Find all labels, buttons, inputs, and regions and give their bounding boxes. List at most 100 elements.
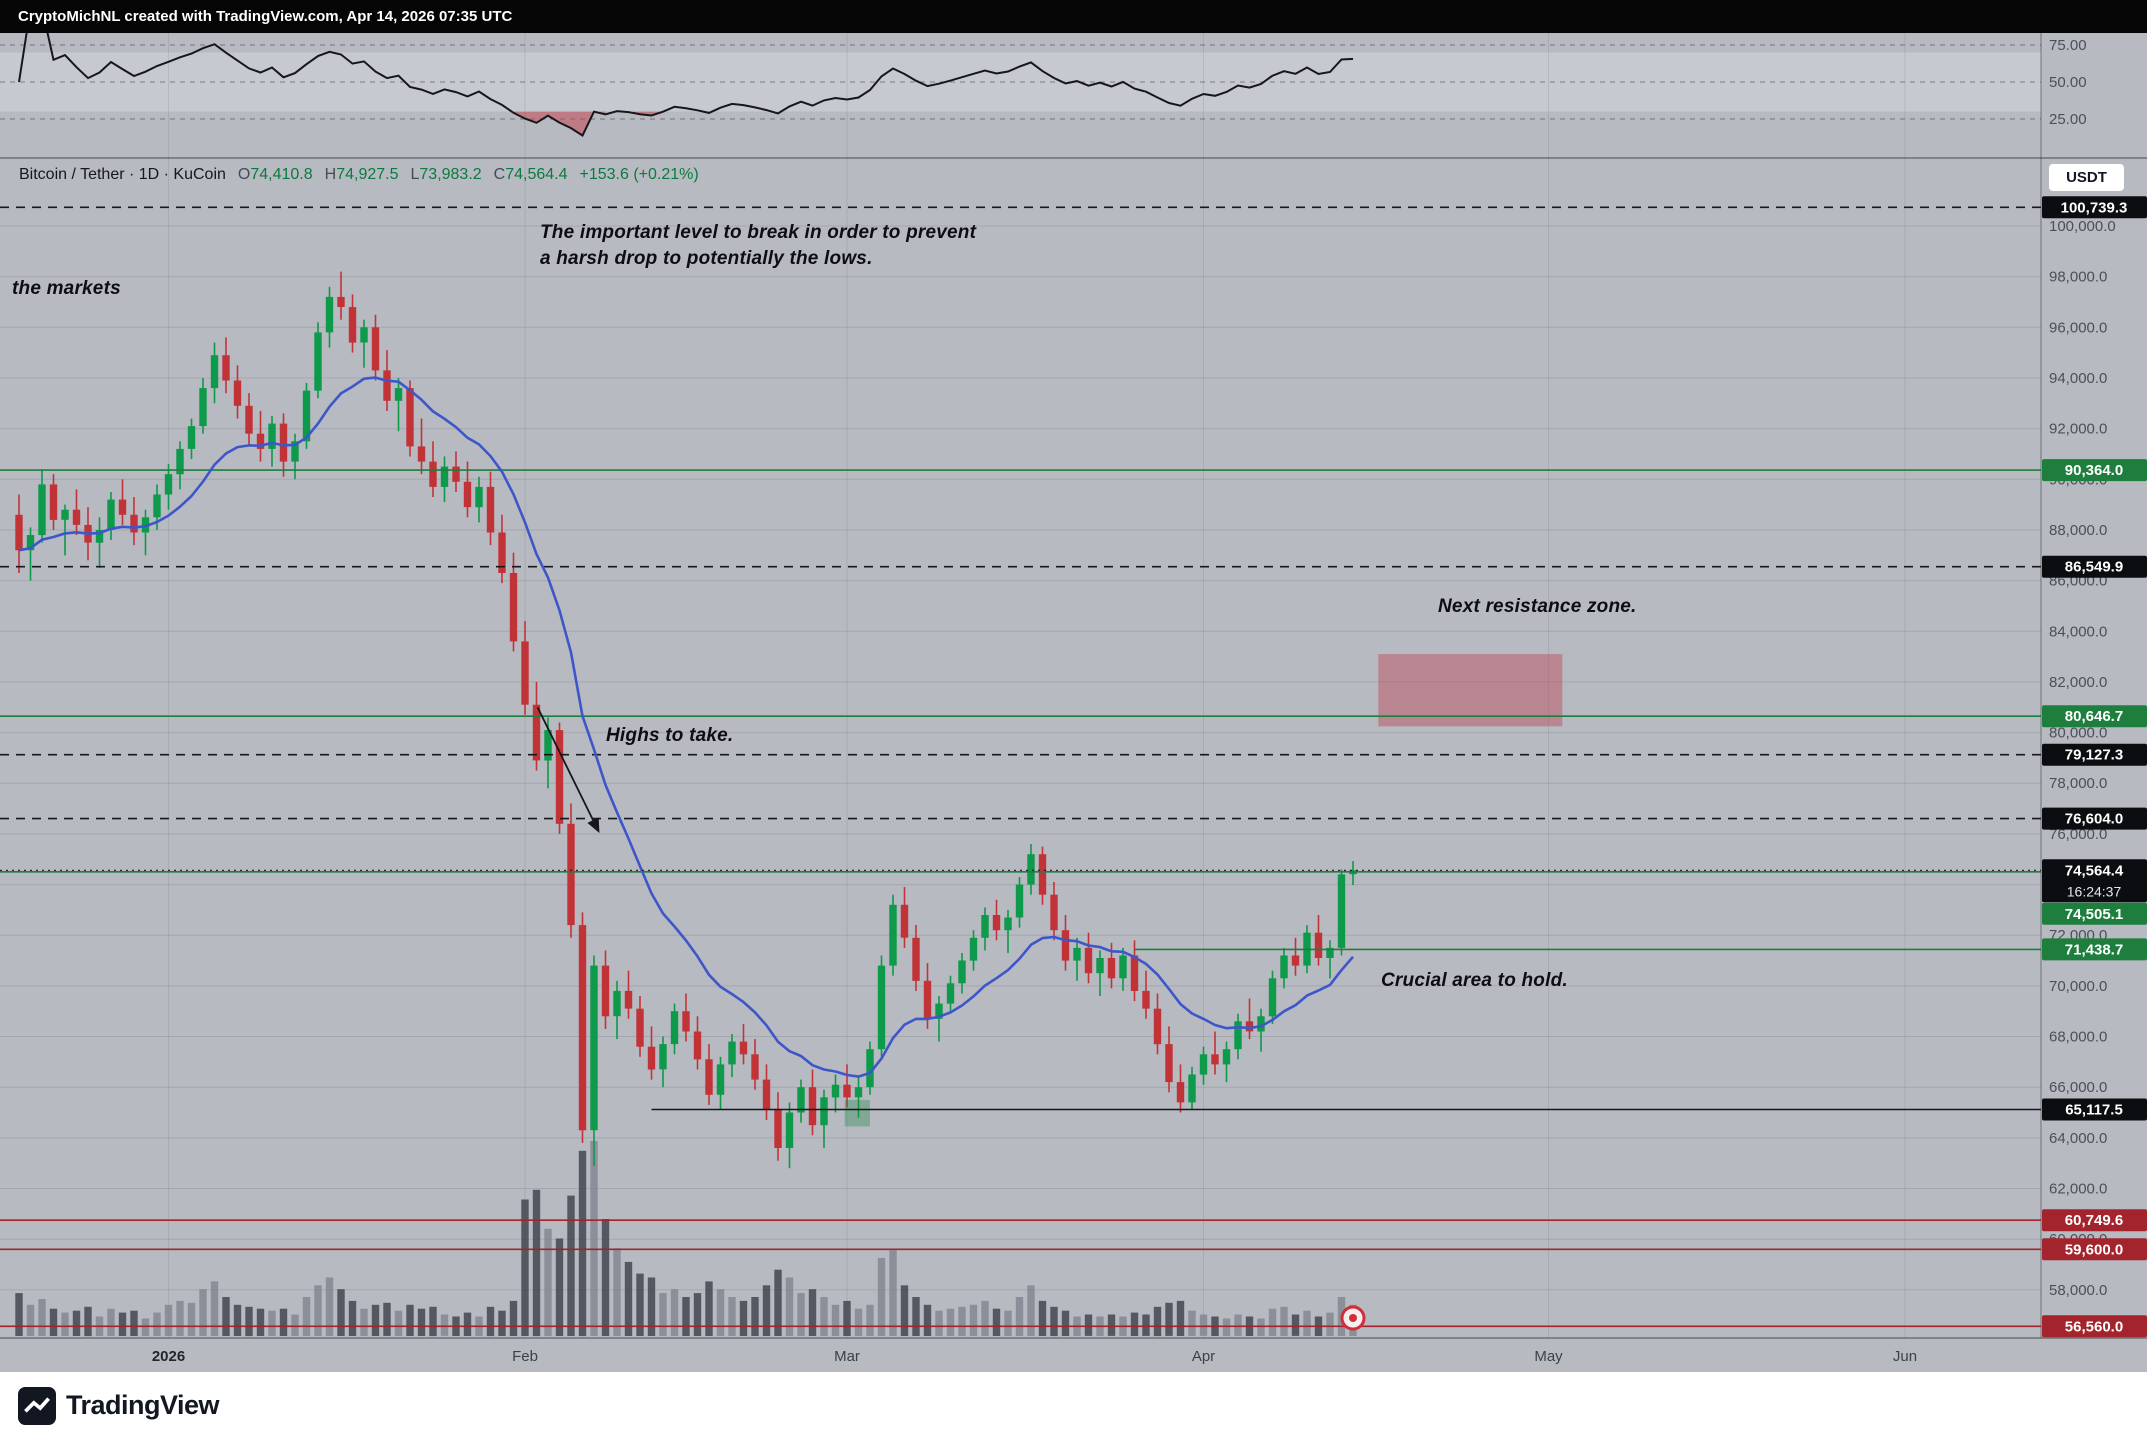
volume-bar bbox=[1038, 1300, 1047, 1336]
target-marker-dot bbox=[1349, 1314, 1357, 1322]
price-tick-label: 68,000.0 bbox=[2049, 1029, 2107, 1046]
volume-bar bbox=[670, 1289, 679, 1336]
tradingview-logo[interactable]: TradingView bbox=[18, 1386, 220, 1425]
candle-body bbox=[1188, 1074, 1196, 1103]
volume-bar bbox=[739, 1300, 748, 1336]
volume-bar bbox=[1130, 1312, 1139, 1336]
symbol-legend[interactable]: Bitcoin / Tether · 1D · KuCoin O74,410.8… bbox=[19, 166, 699, 184]
volume-bar bbox=[417, 1308, 426, 1336]
candle-body bbox=[233, 380, 242, 406]
candle-body bbox=[452, 466, 460, 482]
volume-bar bbox=[233, 1304, 242, 1336]
volume-bar bbox=[222, 1297, 230, 1336]
candle-body bbox=[1199, 1054, 1208, 1075]
price-level-label bbox=[2042, 807, 2147, 830]
annotation-highs-to-take[interactable]: Highs to take. bbox=[606, 725, 734, 746]
annotation-crucial-area[interactable]: Crucial area to hold. bbox=[1381, 970, 1568, 991]
next-resistance-zone[interactable] bbox=[1378, 654, 1563, 727]
rsi-band bbox=[0, 52, 2041, 112]
price-level-label bbox=[2042, 743, 2147, 766]
volume-bar bbox=[107, 1308, 115, 1336]
svg-text:74,505.1: 74,505.1 bbox=[2065, 906, 2123, 923]
annotation-important-level[interactable]: The important level to break in order to… bbox=[540, 222, 977, 269]
ohlc-close: C74,564.4 bbox=[493, 166, 568, 183]
candle-body bbox=[877, 965, 886, 1050]
volume-bar bbox=[268, 1310, 276, 1336]
candle-body bbox=[521, 641, 529, 705]
time-axis-label: Jun bbox=[1893, 1348, 1917, 1365]
volume-bar bbox=[1326, 1312, 1334, 1336]
volume-bar bbox=[26, 1304, 35, 1336]
candle-body bbox=[187, 426, 196, 449]
candle-body bbox=[1268, 978, 1277, 1017]
volume-bar bbox=[15, 1293, 23, 1336]
volume-bar bbox=[394, 1310, 403, 1336]
volume-bar bbox=[785, 1277, 794, 1336]
currency-toggle-button[interactable]: USDT bbox=[2049, 164, 2124, 191]
candle-body bbox=[659, 1044, 667, 1070]
annotation-next-resistance[interactable]: Next resistance zone. bbox=[1438, 596, 1637, 617]
volume-bar bbox=[1222, 1318, 1231, 1337]
volume-bar bbox=[992, 1308, 1001, 1336]
ma-line bbox=[18, 376, 1354, 1078]
volume-bar bbox=[1176, 1300, 1185, 1336]
volume-bar bbox=[210, 1281, 219, 1336]
candle-body bbox=[15, 514, 23, 551]
price-tick-label: 96,000.0 bbox=[2049, 319, 2107, 336]
volume-bar bbox=[797, 1293, 805, 1336]
rsi-tick-label: 75.00 bbox=[2049, 37, 2087, 54]
volume-bar bbox=[1303, 1310, 1311, 1336]
candle-body bbox=[1165, 1044, 1173, 1083]
time-axis[interactable] bbox=[0, 1338, 2041, 1372]
price-tick-label: 84,000.0 bbox=[2049, 623, 2107, 640]
candle-body bbox=[486, 486, 495, 533]
candle-body bbox=[256, 433, 265, 449]
candle-body bbox=[843, 1084, 851, 1098]
support-box[interactable] bbox=[844, 1099, 870, 1127]
volume-bar bbox=[1257, 1318, 1265, 1337]
symbol-title[interactable]: Bitcoin / Tether · 1D · KuCoin bbox=[19, 166, 226, 183]
candle-body bbox=[1291, 955, 1300, 966]
volume-bar bbox=[360, 1308, 368, 1336]
candle-body bbox=[981, 915, 989, 938]
rsi-tick-label: 25.00 bbox=[2049, 111, 2087, 128]
volume-bar bbox=[636, 1273, 644, 1336]
watermark-bar: CryptoMichNL created with TradingView.co… bbox=[0, 0, 2147, 33]
candle-body bbox=[613, 990, 621, 1017]
volume-bar bbox=[981, 1300, 989, 1336]
candle-body bbox=[314, 332, 322, 391]
candle-body bbox=[1222, 1049, 1231, 1065]
candle-body bbox=[337, 296, 345, 307]
bar-countdown: 16:24:37 bbox=[2067, 883, 2122, 899]
price-axis[interactable] bbox=[2041, 33, 2147, 1338]
candle-body bbox=[268, 423, 276, 449]
volume-bar bbox=[348, 1300, 357, 1336]
svg-text:80,646.7: 80,646.7 bbox=[2065, 708, 2123, 725]
candle-body bbox=[210, 355, 219, 389]
candle-body bbox=[785, 1112, 794, 1148]
candle-body bbox=[958, 960, 966, 984]
annotation-the-markets[interactable]: the markets bbox=[12, 278, 121, 299]
svg-text:65,117.5: 65,117.5 bbox=[2065, 1102, 2123, 1119]
svg-text:60,749.6: 60,749.6 bbox=[2065, 1212, 2123, 1229]
footer-bar: TradingView bbox=[0, 1372, 2147, 1439]
price-level-label bbox=[2042, 1098, 2147, 1121]
volume-bar bbox=[877, 1258, 886, 1336]
price-tick-label: 82,000.0 bbox=[2049, 674, 2107, 691]
candle-body bbox=[762, 1079, 771, 1110]
candle-body bbox=[153, 494, 161, 518]
chart-canvas[interactable]: 100,000.0 98,000.0 96,000.0 94,000.0 92,000.… bbox=[0, 0, 2147, 1372]
candle-body bbox=[716, 1064, 725, 1095]
volume-bar bbox=[1061, 1310, 1070, 1336]
candle-body bbox=[118, 499, 127, 515]
volume-bar bbox=[325, 1277, 334, 1336]
volume-bar bbox=[946, 1308, 955, 1336]
candle-body bbox=[808, 1087, 817, 1126]
candle-body bbox=[532, 704, 541, 761]
volume-bar bbox=[601, 1219, 610, 1336]
volume-bar bbox=[383, 1302, 391, 1336]
candle-body bbox=[429, 461, 437, 487]
price-tick-label: 98,000.0 bbox=[2049, 269, 2107, 286]
arrow-drawing[interactable] bbox=[536, 706, 600, 834]
volume-bar bbox=[141, 1318, 150, 1337]
